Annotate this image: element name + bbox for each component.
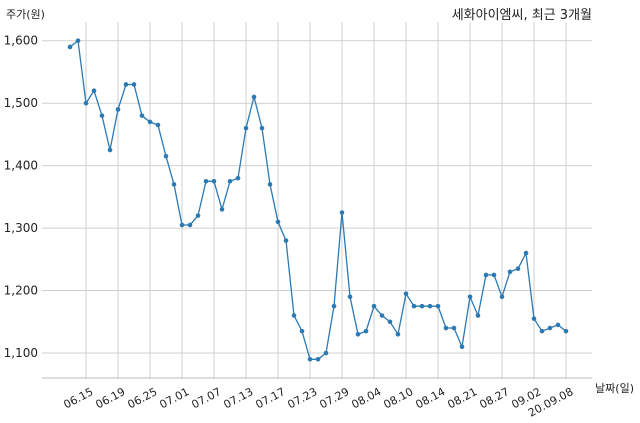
x-tick-label: 07.13 bbox=[221, 385, 255, 411]
y-tick-label: 1,200 bbox=[4, 284, 38, 298]
data-point bbox=[179, 222, 185, 228]
data-point bbox=[307, 356, 313, 362]
x-tick-label: 07.23 bbox=[285, 385, 319, 411]
x-tick-label: 07.17 bbox=[253, 385, 287, 411]
data-point bbox=[315, 356, 321, 362]
x-tick-label: 08.10 bbox=[381, 385, 415, 411]
data-point bbox=[219, 207, 225, 212]
data-point bbox=[483, 272, 489, 278]
data-point bbox=[227, 178, 233, 184]
data-point bbox=[75, 38, 81, 44]
data-point bbox=[555, 322, 561, 328]
data-point bbox=[187, 222, 193, 228]
data-point bbox=[291, 313, 297, 318]
y-tick-label: 1,400 bbox=[4, 159, 38, 173]
y-tick-label: 1,300 bbox=[4, 221, 38, 235]
data-point bbox=[275, 219, 281, 225]
data-point bbox=[259, 125, 265, 131]
data-point bbox=[475, 313, 481, 318]
x-tick-label: 08.27 bbox=[477, 385, 511, 411]
data-point bbox=[211, 178, 217, 184]
data-point bbox=[323, 350, 329, 356]
data-point bbox=[67, 44, 73, 50]
data-point bbox=[131, 82, 137, 87]
data-point bbox=[155, 122, 161, 128]
x-tick-label: 08.04 bbox=[349, 385, 383, 411]
data-point bbox=[91, 88, 97, 94]
y-axis-label: 주가(원) bbox=[6, 8, 45, 21]
data-point bbox=[115, 107, 121, 112]
data-point bbox=[539, 328, 545, 334]
data-point bbox=[451, 325, 457, 331]
data-point bbox=[347, 294, 353, 300]
data-point bbox=[355, 331, 361, 337]
data-point bbox=[107, 147, 113, 153]
data-point bbox=[203, 178, 209, 184]
y-tick-label: 1,100 bbox=[4, 346, 38, 360]
data-point bbox=[299, 328, 305, 334]
data-point bbox=[235, 175, 241, 181]
data-point bbox=[163, 153, 169, 159]
data-point bbox=[531, 316, 537, 321]
data-point bbox=[427, 303, 433, 309]
data-point bbox=[371, 303, 377, 309]
data-point bbox=[563, 328, 569, 334]
x-tick-label: 06.25 bbox=[125, 385, 159, 411]
data-point bbox=[139, 113, 145, 118]
data-point bbox=[171, 182, 177, 187]
x-tick-label: 06.15 bbox=[61, 385, 95, 411]
data-point bbox=[147, 119, 153, 125]
data-point bbox=[267, 182, 273, 187]
data-point bbox=[507, 269, 513, 275]
data-point bbox=[99, 113, 105, 118]
data-point bbox=[515, 266, 521, 272]
data-point bbox=[331, 303, 337, 309]
data-point bbox=[523, 250, 529, 256]
x-tick-label: 07.01 bbox=[157, 385, 191, 411]
data-point bbox=[491, 272, 497, 278]
data-point bbox=[83, 100, 89, 106]
data-point bbox=[339, 210, 345, 215]
x-tick-label: 08.14 bbox=[413, 385, 447, 411]
data-point bbox=[123, 82, 129, 87]
data-point bbox=[411, 303, 417, 309]
data-point bbox=[547, 325, 553, 331]
chart-title: 세화아이엠씨, 최근 3개월 bbox=[451, 8, 592, 23]
x-tick-label: 08.21 bbox=[445, 385, 479, 411]
data-point bbox=[283, 238, 289, 243]
y-tick-label: 1,600 bbox=[4, 34, 38, 48]
data-point bbox=[251, 94, 257, 100]
x-tick-label: 07.29 bbox=[317, 385, 351, 411]
data-point bbox=[363, 328, 369, 334]
x-tick-label: 06.19 bbox=[93, 385, 127, 411]
data-point bbox=[499, 294, 505, 300]
data-point bbox=[387, 319, 393, 325]
data-point bbox=[443, 325, 449, 331]
data-point bbox=[403, 291, 409, 296]
data-point bbox=[395, 331, 401, 337]
y-tick-label: 1,500 bbox=[4, 96, 38, 110]
data-point bbox=[195, 213, 201, 218]
data-point bbox=[459, 344, 465, 350]
data-point bbox=[467, 294, 473, 300]
x-axis-label: 날짜(일) bbox=[595, 382, 634, 395]
data-point bbox=[435, 303, 441, 309]
data-point bbox=[419, 303, 425, 309]
data-point bbox=[243, 125, 249, 131]
series-line bbox=[69, 39, 567, 360]
x-tick-label: 07.07 bbox=[189, 385, 223, 411]
data-point bbox=[379, 313, 385, 318]
